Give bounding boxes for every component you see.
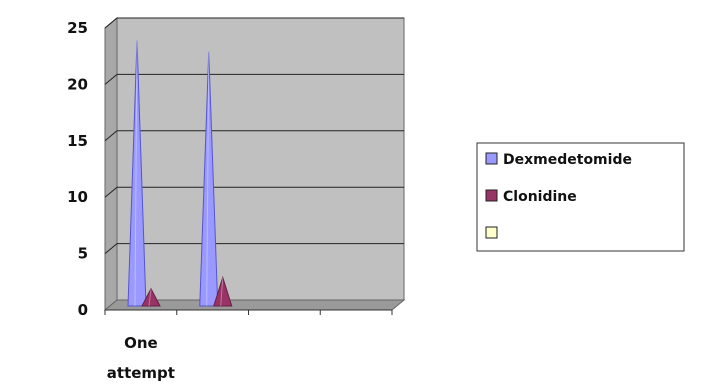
y-tick-label: 10 [67, 188, 88, 206]
gridline-side [104, 243, 118, 254]
legend: Dexmedetomide Clonidine [476, 142, 685, 252]
legend-swatch [485, 152, 498, 165]
gridline-side [104, 186, 118, 198]
legend-box [476, 142, 685, 252]
gridline-side [104, 130, 118, 142]
data-marks [127, 40, 233, 307]
y-tick-label: 20 [67, 75, 88, 93]
y-tick-label: 5 [78, 245, 88, 263]
y-tick-label: 15 [67, 132, 88, 150]
y-axis: 0 5 10 15 20 25 [67, 19, 88, 319]
series-mark [213, 275, 233, 307]
series-highlight [148, 288, 152, 307]
x-axis: One attempt [104, 309, 393, 382]
plot-area [103, 16, 406, 312]
series-highlight [134, 40, 138, 307]
y-tick-label: 25 [67, 19, 88, 37]
legend-label: Dexmedetomide [503, 152, 632, 168]
legend-label: Clonidine [503, 189, 577, 205]
series-mark [199, 51, 219, 307]
series-highlight [220, 277, 224, 307]
gridline-side [104, 74, 118, 85]
series-mark [127, 40, 147, 307]
legend-swatch [485, 189, 498, 202]
series-highlight [206, 51, 210, 307]
gridline-side [104, 17, 118, 29]
x-category-label: One attempt [107, 334, 175, 382]
side-wall [104, 16, 118, 312]
back-wall [116, 17, 405, 301]
y-tick-label: 0 [78, 301, 88, 319]
legend-swatch [485, 226, 498, 239]
series-mark [141, 287, 161, 307]
